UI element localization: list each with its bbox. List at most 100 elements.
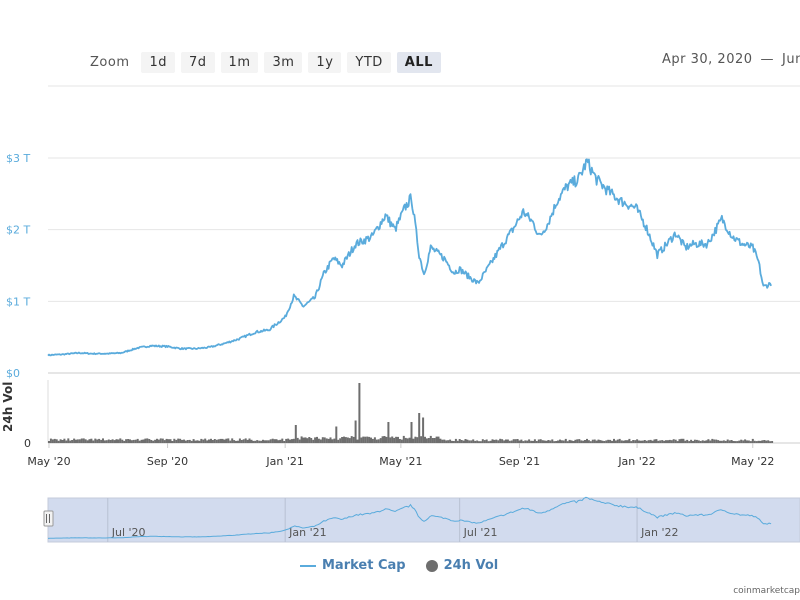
volume-bars [48,383,774,443]
date-from-input[interactable]: Apr 30, 2020 [662,52,753,67]
volume-bar [614,440,617,443]
volume-bar [146,438,149,443]
date-range-dash: — [760,52,775,67]
volume-bar [470,440,473,443]
volume-bar [233,440,236,443]
volume-bar [175,439,178,443]
legend-item-market-cap[interactable]: Market Cap [300,558,406,573]
volume-bar [545,440,548,443]
volume-bar [161,438,164,443]
volume-bar [204,438,207,443]
market-cap-line [47,158,772,357]
volume-bar [427,438,430,443]
volume-bar [692,441,694,443]
y-axis: $0 $1 T $2 T $3 T 24h Vol 0 [1,152,31,450]
volume-bar [208,439,210,443]
zoom-button-all[interactable]: ALL [396,51,441,73]
volume-bar [134,439,137,443]
volume-bar [560,440,563,443]
volume-bar [368,436,371,443]
zoom-button-3m[interactable]: 3m [264,51,303,73]
volume-bar [659,440,662,443]
volume-bar [323,437,326,443]
circle-symbol-icon [425,559,438,572]
volume-bar [566,441,569,443]
volume-bar [707,439,710,443]
volume-bar [219,438,222,443]
x-tick-label: Sep '20 [147,455,188,468]
zoom-button-ytd[interactable]: YTD [347,51,391,73]
volume-bar [59,439,62,443]
volume-bar [196,440,199,443]
volume-bar [597,439,600,443]
volume-bar [223,439,226,443]
volume-bar [595,440,598,443]
volume-bar [468,440,471,443]
volume-bar [67,438,70,443]
volume-bar [127,439,130,443]
volume-bar [533,439,536,443]
volume-bar [431,438,434,443]
zoom-button-1m[interactable]: 1m [220,51,259,73]
navigator-selection[interactable] [47,497,800,543]
volume-bar [555,441,558,443]
volume-bar [331,439,334,443]
volume-bar [495,439,498,443]
volume-bar [76,439,79,443]
volume-bar [102,438,104,443]
volume-bar [258,440,261,443]
volume-bar [215,439,218,443]
volume-bar [680,438,683,443]
volume-bar [520,439,523,443]
zoom-button-7d[interactable]: 7d [181,51,215,73]
volume-bar [549,440,552,443]
volume-bar [273,439,276,443]
volume-bar [371,438,374,443]
volume-bar [404,437,407,443]
volume-bar [65,440,68,443]
volume-bar [90,438,93,443]
volume-bar [454,438,457,443]
volume-bar [389,437,392,443]
volume-bar [71,440,74,443]
volume-bar [559,439,561,443]
volume-bar [497,440,500,443]
volume-bar [354,420,357,443]
legend-item-volume[interactable]: 24h Vol [425,558,498,573]
volume-bar [100,439,103,443]
volume-bar [105,440,108,443]
volume-bar [638,440,640,443]
volume-bar [329,437,332,443]
volume-bar [304,437,307,443]
navigator[interactable]: Jul '20 Jan '21 Jul '21 Jan '22 [43,496,800,543]
volume-bar [314,437,317,443]
volume-bar [672,439,675,443]
volume-bar [250,439,253,443]
volume-bar [593,439,596,443]
volume-bar [628,438,631,443]
date-to-input[interactable]: Jun [782,52,800,67]
volume-bar [256,440,259,443]
volume-bar [586,438,588,443]
volume-bar [693,439,696,443]
navigator-left-handle[interactable] [43,510,54,527]
zoom-button-1y[interactable]: 1y [308,51,342,73]
volume-bar [466,439,469,443]
volume-bar [441,439,444,443]
volume-bar [335,426,338,443]
volume-bar [339,438,342,443]
volume-bar [254,440,257,443]
volume-bar [749,441,752,443]
volume-bar [184,440,187,443]
volume-bar [281,438,284,443]
volume-bar [508,440,511,443]
volume-bar [539,439,542,443]
volume-bar [48,441,50,443]
zoom-button-1d[interactable]: 1d [141,51,176,73]
volume-bar [287,438,290,443]
volume-bar [291,439,293,443]
volume-bar [75,439,77,443]
volume-bar [397,436,399,443]
volume-bar [317,438,320,443]
volume-bar [319,439,322,443]
